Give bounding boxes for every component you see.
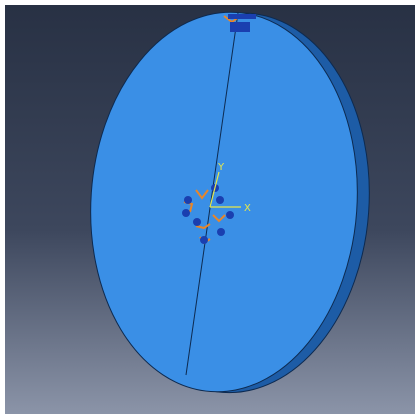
viewport: Y X bbox=[0, 0, 420, 419]
x-axis-label: X bbox=[244, 203, 251, 214]
page: Y X (() => { const data = JSON.parse(doc… bbox=[0, 0, 420, 419]
y-axis-label: Y bbox=[217, 162, 225, 173]
